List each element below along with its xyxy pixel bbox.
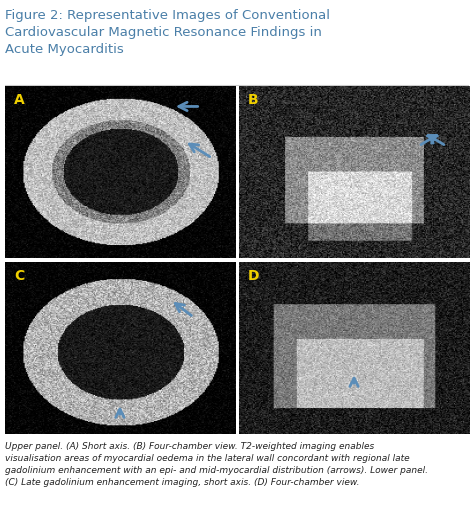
- Text: D: D: [248, 269, 260, 283]
- Text: A: A: [14, 93, 25, 107]
- Text: Upper panel. (A) Short axis. (B) Four-chamber view. T2-weighted imaging enables
: Upper panel. (A) Short axis. (B) Four-ch…: [5, 442, 428, 487]
- Text: B: B: [248, 93, 259, 107]
- Text: C: C: [14, 269, 24, 283]
- Text: Figure 2: Representative Images of Conventional
Cardiovascular Magnetic Resonanc: Figure 2: Representative Images of Conve…: [5, 9, 330, 56]
